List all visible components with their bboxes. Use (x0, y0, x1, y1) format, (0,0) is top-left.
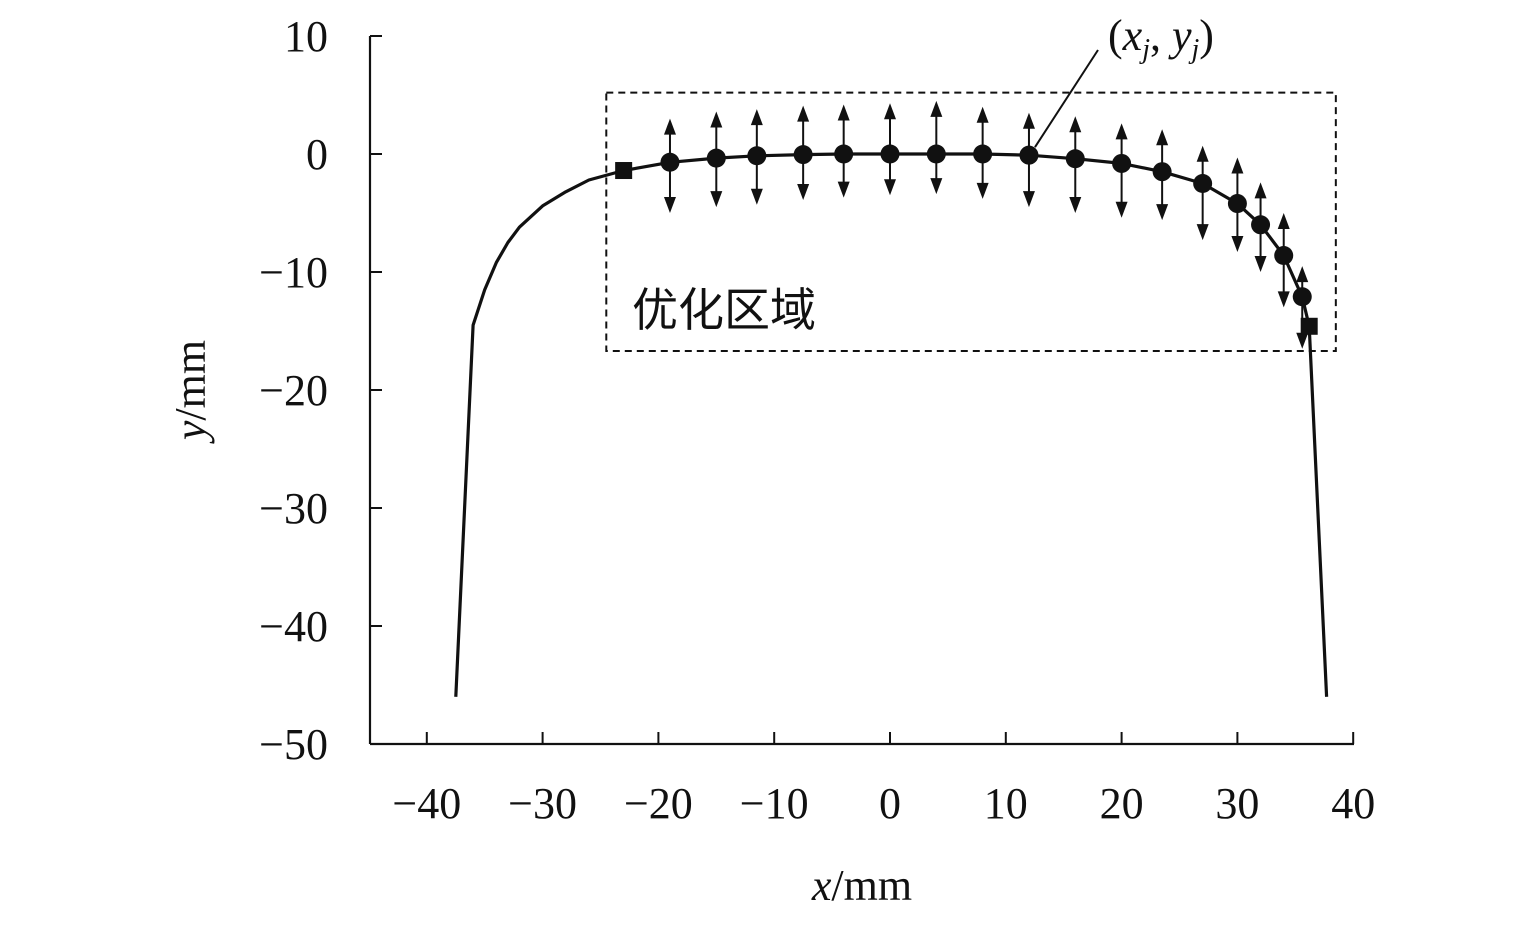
control-point (660, 152, 680, 172)
optimization-region-label: 优化区域 (632, 283, 816, 337)
control-point (1251, 215, 1271, 235)
arrow-head-up (837, 104, 850, 121)
arrow-head-down (1277, 291, 1290, 308)
arrow-head-down (930, 178, 943, 195)
control-point (1019, 145, 1039, 165)
arrow-head-up (1115, 123, 1128, 140)
y-tick-label: −20 (259, 366, 328, 415)
y-tick-label: −40 (259, 602, 328, 651)
y-tick-label: 0 (306, 130, 328, 179)
x-tick-label: −20 (624, 779, 693, 828)
point-annotation-label: (xj, yj) (1108, 11, 1214, 65)
endpoint-marker (615, 162, 633, 180)
x-tick-label: 20 (1100, 779, 1144, 828)
arrow-head-up (1022, 112, 1035, 129)
arrow-head-up (1277, 213, 1290, 229)
x-tick-label: 0 (879, 779, 901, 828)
x-axis-unit: /mm (831, 861, 912, 910)
control-point (1193, 174, 1213, 193)
anno-comma: , (1150, 11, 1172, 60)
arrow-head-down (1115, 201, 1128, 218)
arrow-head-up (884, 103, 896, 120)
y-tick-label: −10 (259, 248, 328, 297)
y-ticks: 10 0 −10 −20 −30 −40 −50 (259, 12, 382, 769)
y-tick-label: −30 (259, 484, 328, 533)
anno-y-subscript: j (1189, 34, 1200, 65)
axes: −40 −30 −20 −10 0 10 20 30 40 10 0 −10 −20 −30 −40 −50 (259, 12, 1375, 828)
x-tick-label: −40 (392, 779, 461, 828)
arrow-head-down (1022, 191, 1035, 208)
arrow-head-up (1156, 129, 1169, 146)
x-tick-label: 30 (1215, 779, 1259, 828)
arrow-head-up (1296, 266, 1309, 283)
anno-y-var: y (1168, 11, 1192, 60)
arrow-head-down (710, 191, 723, 208)
x-ticks: −40 −30 −20 −10 0 10 20 30 40 (392, 732, 1375, 828)
arrow-head-down (884, 179, 896, 196)
annotation-leader-line (1034, 49, 1099, 148)
control-point (926, 144, 946, 164)
arrow-head-down (663, 197, 676, 213)
arrow-head-down (750, 188, 763, 205)
anno-x-var: x (1122, 11, 1143, 60)
y-tick-label: 10 (284, 12, 328, 61)
arrow-head-up (930, 100, 943, 117)
control-point (834, 144, 854, 164)
arrow-head-down (837, 181, 850, 198)
x-axis-title: x/mm (811, 861, 912, 910)
displacement-arrows (663, 100, 1309, 349)
control-point (973, 144, 993, 164)
arrow-head-down (797, 184, 810, 201)
x-axis-var: x (811, 861, 832, 910)
control-point (1227, 194, 1247, 214)
arrow-head-down (1231, 235, 1244, 252)
arrow-head-down (1254, 256, 1267, 272)
control-point (880, 144, 900, 164)
control-point (1274, 245, 1294, 265)
y-axis-unit: /mm (166, 340, 215, 421)
x-tick-label: 10 (984, 779, 1028, 828)
arrow-head-up (1231, 157, 1244, 174)
x-tick-label: −10 (740, 779, 809, 828)
arrow-head-up (1196, 145, 1209, 162)
arrow-head-up (1254, 182, 1267, 199)
optimization-region-box (605, 91, 1337, 353)
arrow-head-down (1069, 197, 1082, 213)
x-tick-label: 40 (1331, 779, 1375, 828)
anno-x-subscript: j (1139, 34, 1150, 65)
control-points (660, 144, 1312, 307)
y-axis-title: y/mm (166, 340, 215, 444)
endpoint-marker (1300, 317, 1318, 335)
displacement-arrow (1296, 266, 1309, 349)
arrow-head-down (1196, 224, 1209, 241)
control-point (1152, 162, 1172, 182)
control-point (793, 145, 813, 165)
endpoint-markers (615, 162, 1318, 335)
control-point (1112, 153, 1132, 173)
anno-paren-open: ( (1108, 11, 1123, 60)
profile-curve (454, 152, 1329, 697)
arrow-head-up (750, 109, 763, 126)
arrow-head-up (797, 105, 810, 122)
anno-paren-close: ) (1199, 11, 1214, 60)
control-point (706, 148, 726, 168)
y-axis-var: y (166, 420, 215, 444)
arrow-head-up (1069, 116, 1082, 133)
arrow-head-up (710, 111, 723, 128)
arrow-head-down (976, 182, 989, 199)
control-point (747, 146, 767, 166)
y-tick-label: −50 (259, 720, 328, 769)
control-point (1065, 149, 1085, 169)
control-point (1292, 287, 1312, 307)
arrow-head-up (663, 118, 676, 135)
x-tick-label: −30 (508, 779, 577, 828)
arrow-head-down (1156, 204, 1169, 221)
arrow-head-down (1296, 332, 1309, 349)
arrow-head-up (976, 106, 989, 123)
